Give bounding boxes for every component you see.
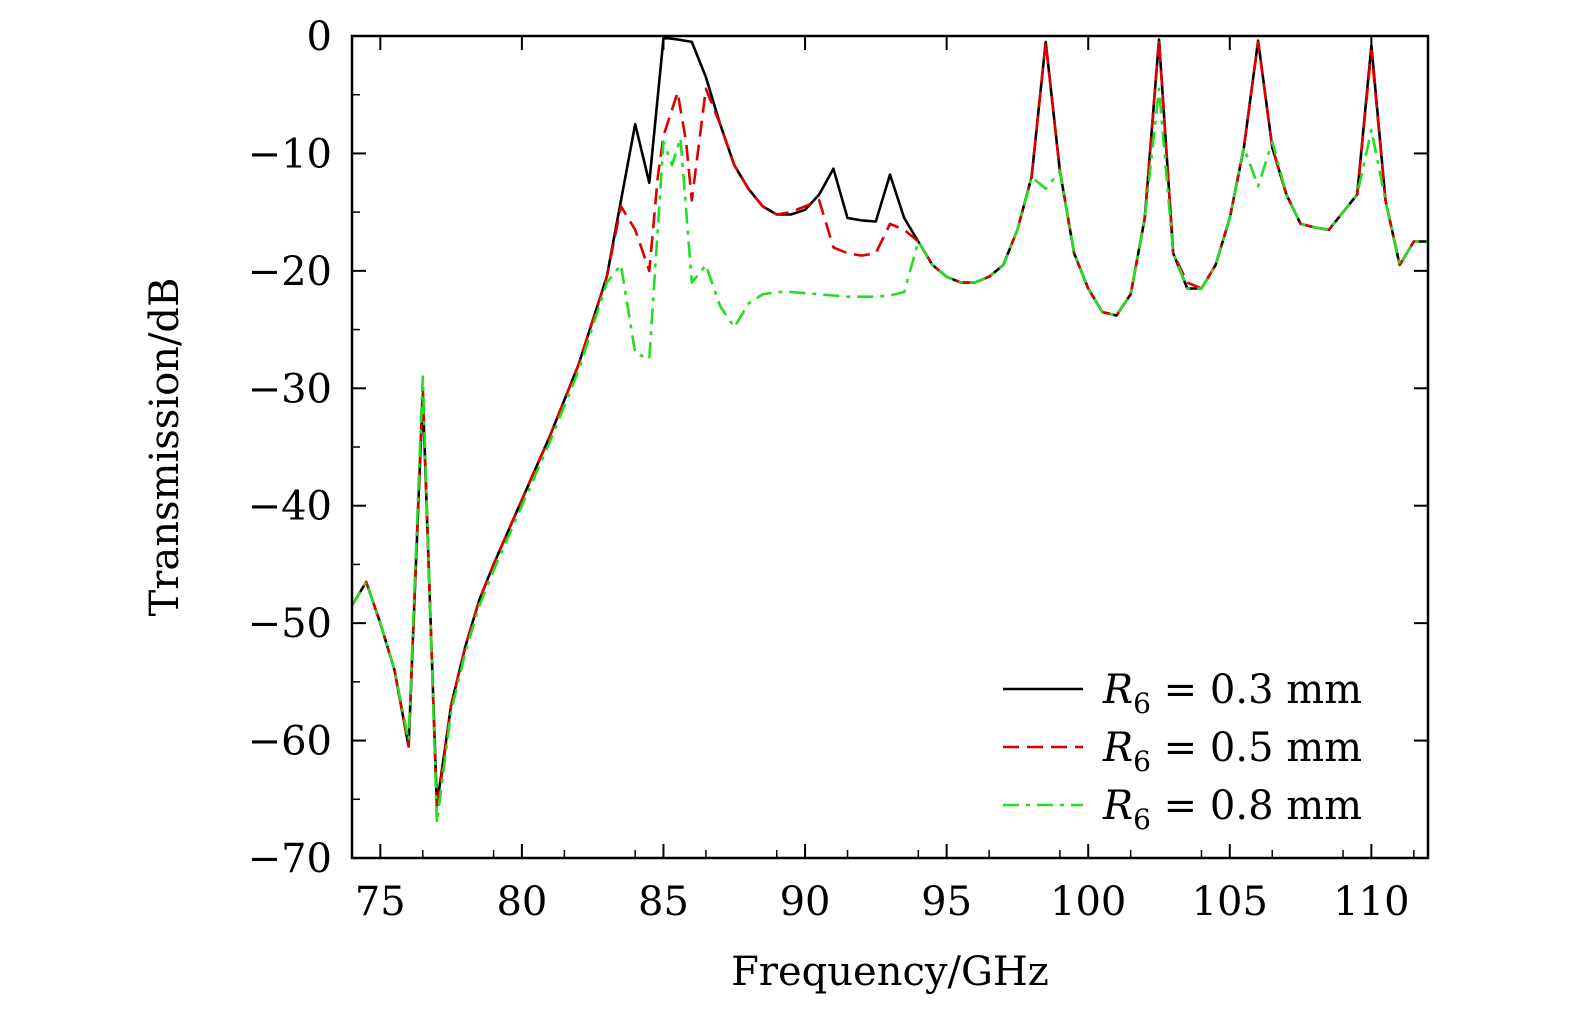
- x-tick-label: 95: [921, 879, 972, 925]
- x-tick-label: 110: [1333, 879, 1409, 925]
- series-line-3: [352, 87, 1428, 825]
- legend-label-1: R6 = 0.3 mm: [1102, 667, 1362, 720]
- series-line-2: [352, 38, 1428, 813]
- legend-label-2: R6 = 0.5 mm: [1102, 725, 1362, 778]
- x-tick-label: 75: [355, 879, 406, 925]
- y-tick-label: −20: [248, 249, 332, 295]
- y-axis-title: Transmission/dB: [142, 278, 188, 617]
- y-tick-label: −10: [248, 131, 332, 177]
- x-tick-label: 85: [638, 879, 689, 925]
- y-tick-label: −50: [248, 601, 332, 647]
- y-tick-label: −70: [248, 836, 332, 882]
- y-tick-label: 0: [307, 14, 332, 60]
- series-layer: [352, 36, 1428, 825]
- y-tick-label: −30: [248, 366, 332, 412]
- x-tick-label: 100: [1050, 879, 1126, 925]
- y-tick-label: −40: [248, 484, 332, 530]
- x-axis-title: Frequency/GHz: [731, 949, 1049, 995]
- legend-label-3: R6 = 0.8 mm: [1102, 783, 1362, 836]
- ticks-layer: [351, 35, 1428, 859]
- x-tick-label: 90: [780, 879, 831, 925]
- y-tick-label: −60: [248, 719, 332, 765]
- x-tick-label: 80: [496, 879, 547, 925]
- tick-labels-layer: 75 80 85 90 95 100 105 110 0 −10 −20 −30 −40 −50 −60 −7…: [248, 14, 1410, 925]
- x-tick-label: 105: [1192, 879, 1268, 925]
